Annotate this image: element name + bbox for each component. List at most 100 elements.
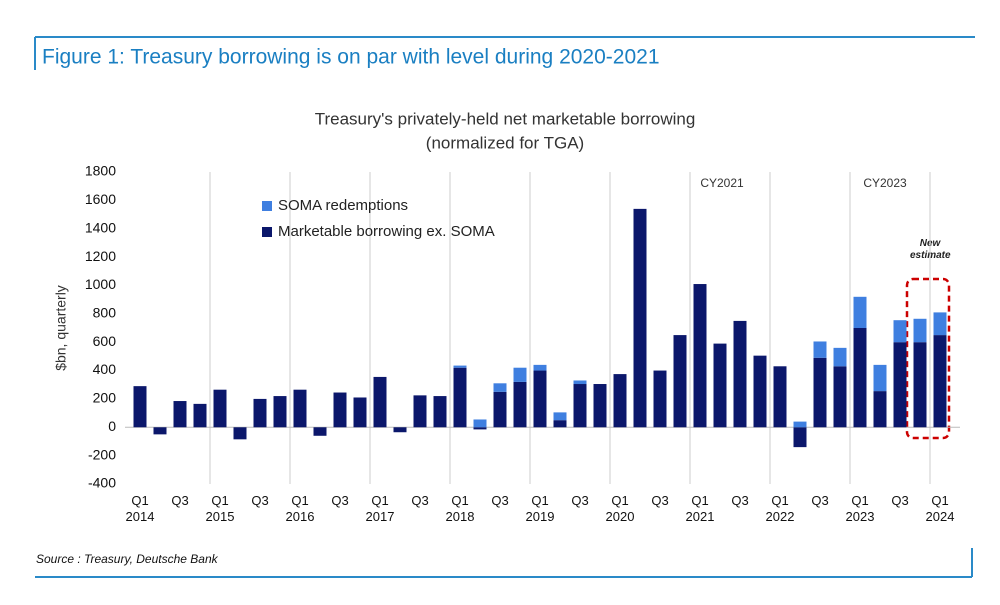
- bar: [493, 391, 507, 428]
- bar: [933, 335, 947, 428]
- x-tick-label: Q3: [731, 493, 749, 508]
- y-tick-label: 800: [93, 305, 117, 321]
- bar: [933, 312, 947, 336]
- bar: [293, 389, 307, 428]
- bar: [873, 364, 887, 392]
- y-tick-label: 0: [108, 418, 116, 434]
- bar: [533, 364, 547, 371]
- highlight-box: [905, 277, 951, 440]
- x-tick-label: Q1 2017: [365, 493, 395, 524]
- bar: [333, 392, 347, 428]
- bar: [673, 335, 687, 428]
- bar: [633, 208, 647, 428]
- y-tick-label: 1200: [85, 248, 116, 264]
- y-tick-label: 1600: [85, 191, 116, 207]
- x-tick-label: Q3: [411, 493, 429, 508]
- bar: [853, 296, 867, 328]
- bar: [473, 419, 487, 428]
- x-tick-label: Q3: [571, 493, 589, 508]
- bar: [593, 384, 607, 428]
- bar: [513, 381, 527, 428]
- bar: [173, 401, 187, 428]
- bar: [153, 427, 167, 435]
- bar: [873, 391, 887, 428]
- bar: [233, 427, 247, 440]
- bar: [753, 355, 767, 428]
- bar: [513, 367, 527, 382]
- legend-swatch: [262, 201, 272, 211]
- bar: [653, 370, 667, 428]
- bar: [553, 412, 567, 421]
- y-tick-label: -200: [88, 446, 116, 462]
- bar: [613, 374, 627, 428]
- bar: [453, 367, 467, 428]
- y-tick-label: 600: [93, 333, 117, 349]
- bar: [553, 420, 567, 428]
- x-tick-label: Q1 2018: [445, 493, 475, 524]
- bar: [813, 341, 827, 358]
- x-tick-label: Q1 2024: [925, 493, 955, 524]
- bar: [133, 386, 147, 428]
- bar: [733, 320, 747, 428]
- chart-subtitle: (normalized for TGA): [426, 133, 584, 152]
- chart-title: Treasury's privately-held net marketable…: [315, 109, 696, 128]
- bar: [913, 342, 927, 428]
- y-tick-label: -400: [88, 475, 116, 491]
- bar: [833, 347, 847, 367]
- bar: [533, 370, 547, 428]
- legend-label: SOMA redemptions: [278, 197, 408, 214]
- y-tick-label: 400: [93, 361, 117, 377]
- annotation: CY2023: [863, 176, 907, 190]
- x-tick-label: Q3: [331, 493, 349, 508]
- x-tick-label: Q3: [811, 493, 829, 508]
- x-tick-label: Q3: [491, 493, 509, 508]
- source: Source : Treasury, Deutsche Bank: [36, 552, 219, 566]
- x-tick-label: Q1 2015: [205, 493, 235, 524]
- bar: [373, 376, 387, 428]
- bar: [453, 365, 467, 368]
- bar: [573, 384, 587, 428]
- bar: [473, 427, 487, 430]
- y-tick-label: 1000: [85, 276, 116, 292]
- bar: [793, 421, 807, 428]
- legend-label: Marketable borrowing ex. SOMA: [278, 223, 495, 240]
- x-tick-label: Q3: [891, 493, 909, 508]
- x-tick-label: Q3: [251, 493, 269, 508]
- bar: [813, 357, 827, 428]
- bar: [493, 383, 507, 392]
- bar: [893, 342, 907, 428]
- bar: [573, 380, 587, 385]
- y-tick-label: 1800: [85, 163, 116, 179]
- x-tick-label: Q1 2021: [685, 493, 715, 524]
- bar: [433, 396, 447, 428]
- bar: [893, 320, 907, 343]
- bar: [713, 343, 727, 428]
- bar: [913, 318, 927, 343]
- bar: [773, 366, 787, 428]
- annotation: CY2021: [700, 176, 744, 190]
- x-tick-label: Q3: [651, 493, 669, 508]
- figure-title: Figure 1: Treasury borrowing is on par w…: [42, 46, 660, 69]
- bar: [833, 366, 847, 428]
- x-tick-label: Q1 2022: [765, 493, 795, 524]
- bar: [413, 395, 427, 428]
- bar: [193, 403, 207, 428]
- y-tick-label: 200: [93, 390, 117, 406]
- bar: [693, 284, 707, 428]
- y-tick-label: 1400: [85, 219, 116, 235]
- x-tick-label: Q1 2023: [845, 493, 875, 524]
- x-tick-label: Q1 2019: [525, 493, 555, 524]
- x-tick-label: Q1 2020: [605, 493, 635, 524]
- legend-swatch: [262, 227, 272, 237]
- x-tick-label: Q1 2016: [285, 493, 315, 524]
- bar: [253, 398, 267, 428]
- bar: [213, 389, 227, 428]
- bar: [313, 427, 327, 436]
- bar: [353, 397, 367, 428]
- bar: [853, 328, 867, 428]
- bar: [793, 427, 807, 448]
- x-tick-label: Q1 2014: [125, 493, 155, 524]
- x-tick-label: Q3: [171, 493, 189, 508]
